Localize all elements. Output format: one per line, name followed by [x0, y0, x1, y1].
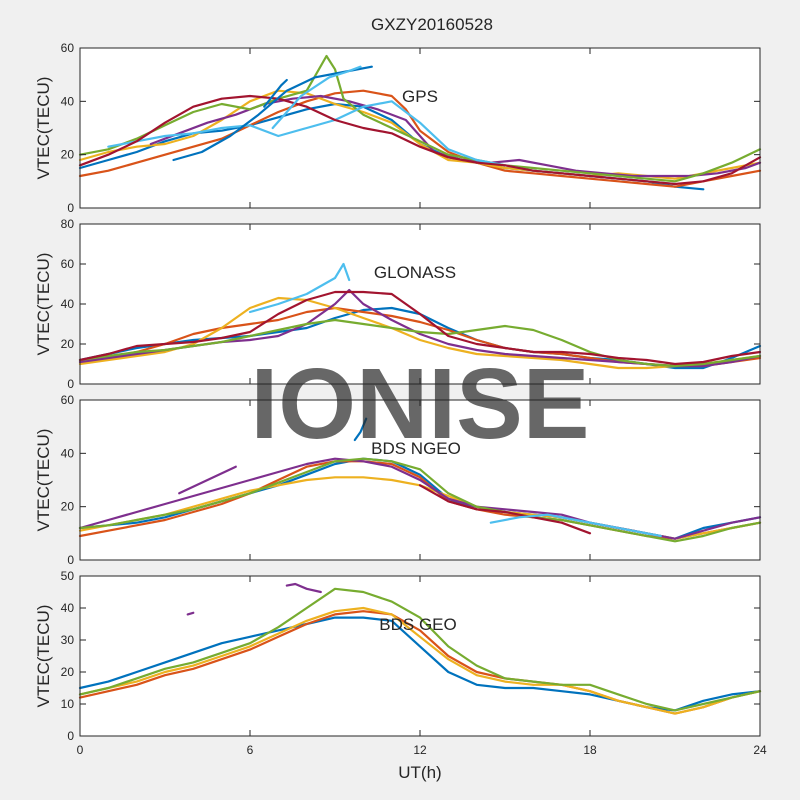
y-axis-label: VTEC(TECU)	[34, 253, 53, 356]
y-tick-label: 30	[61, 633, 75, 647]
panel-3: 0 6 12 18 24 0 10 20 30 40 50 VTEC(TECU) BDS GEO	[34, 569, 767, 757]
panel-label: GPS	[402, 87, 438, 106]
y-tick-label: 60	[61, 257, 75, 271]
y-tick-label: 0	[67, 553, 74, 567]
y-tick-label: 20	[61, 148, 75, 162]
y-tick-label: 20	[61, 665, 75, 679]
x-tick-label: 18	[583, 743, 597, 757]
panel-1: 0 20 40 60 80 VTEC(TECU) GLONASS	[34, 217, 762, 391]
series-line-5	[248, 262, 351, 314]
y-tick-label: 0	[67, 201, 74, 215]
y-tick-label: 40	[61, 94, 75, 108]
panel-label: BDS NGEO	[371, 439, 461, 458]
plot-area	[80, 224, 760, 384]
series-line-9	[263, 78, 288, 108]
series-line-5	[418, 484, 592, 535]
y-tick-label: 10	[61, 697, 75, 711]
y-tick-label: 60	[61, 41, 75, 55]
series-line-2	[78, 606, 762, 715]
y-axis-label: VTEC(TECU)	[34, 77, 53, 180]
series-line-1	[78, 89, 762, 188]
y-axis-label: VTEC(TECU)	[34, 605, 53, 708]
x-tick-label: 24	[753, 743, 767, 757]
watermark-text: IONISE	[251, 348, 590, 460]
x-tick-label: 6	[247, 743, 254, 757]
panel-2: 0 20 40 60 VTEC(TECU) BDS NGEO	[34, 393, 762, 567]
y-axis-label: VTEC(TECU)	[34, 429, 53, 532]
series-line-8	[271, 65, 362, 130]
y-tick-label: 40	[61, 297, 75, 311]
plot-area	[80, 576, 760, 736]
y-tick-label: 60	[61, 393, 75, 407]
x-axis-label: UT(h)	[398, 763, 441, 782]
y-tick-label: 20	[61, 500, 75, 514]
series-line-6	[78, 94, 762, 186]
series-line-4	[186, 611, 195, 616]
y-tick-label: 80	[61, 217, 75, 231]
y-tick-label: 20	[61, 337, 75, 351]
series-line-3	[78, 587, 762, 712]
panel-0: 0 20 40 60 VTEC(TECU) GPS	[34, 41, 762, 215]
series-line-6	[489, 513, 662, 538]
series-line-7	[178, 465, 237, 495]
y-tick-label: 0	[67, 729, 74, 743]
x-tick-label: 12	[413, 743, 427, 757]
series-line-2	[78, 296, 762, 370]
series-line-6	[78, 290, 762, 366]
x-tick-label: 0	[77, 743, 84, 757]
y-tick-label: 0	[67, 377, 74, 391]
series-line-4	[78, 54, 762, 183]
y-tick-label: 50	[61, 569, 75, 583]
series-line-7	[172, 65, 373, 162]
series-line-4	[78, 318, 762, 368]
series-line-4	[78, 457, 762, 543]
series-line-8	[353, 417, 368, 442]
chart-title: GXZY20160528	[371, 15, 493, 34]
y-tick-label: 40	[61, 446, 75, 460]
y-tick-label: 40	[61, 601, 75, 615]
panel-label: BDS GEO	[379, 615, 456, 634]
panel-label: GLONASS	[374, 263, 456, 282]
series-line-5	[285, 582, 322, 594]
